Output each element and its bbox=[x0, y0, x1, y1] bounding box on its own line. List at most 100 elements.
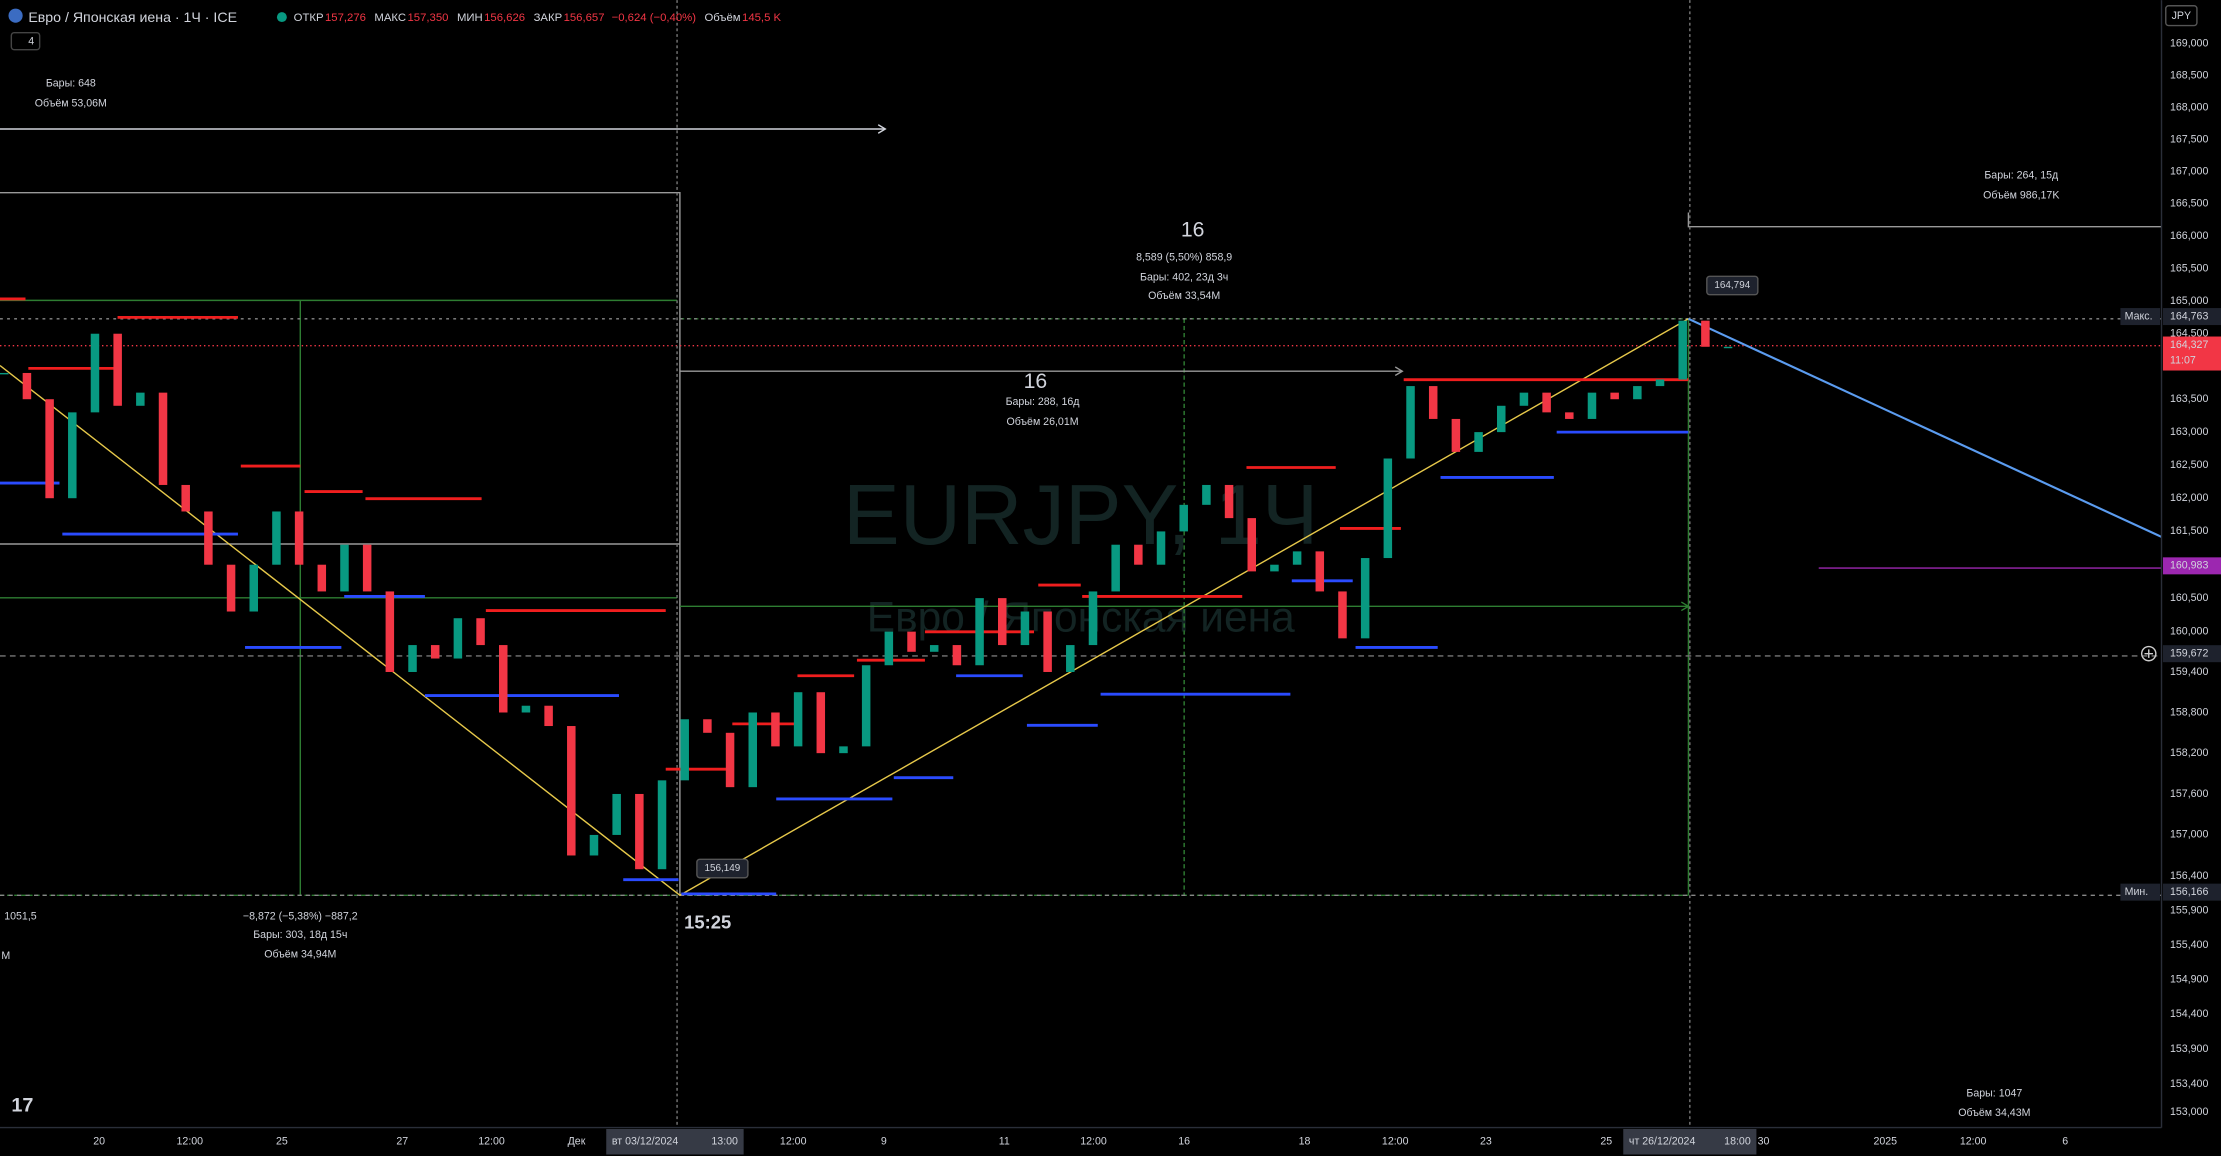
x-tick-label: 18 bbox=[1299, 1136, 1311, 1148]
candle bbox=[0, 372, 9, 375]
candle bbox=[1088, 591, 1098, 646]
legend-value: 157,276 bbox=[325, 12, 366, 24]
price-tag-label: 156,166 bbox=[2170, 886, 2208, 898]
annotation: Бары: 264, 15д bbox=[1984, 170, 2059, 182]
price-tag-label: 164,763 bbox=[2170, 310, 2208, 322]
candle bbox=[1587, 392, 1597, 419]
y-tick-label: 155,900 bbox=[2170, 904, 2208, 916]
candle bbox=[1497, 405, 1506, 433]
candle bbox=[1383, 458, 1393, 559]
y-tick-label: 165,000 bbox=[2170, 295, 2208, 307]
price-axis bbox=[2161, 0, 2221, 1156]
y-tick-label: 162,500 bbox=[2170, 459, 2208, 471]
candle bbox=[430, 645, 440, 659]
candle bbox=[1542, 392, 1551, 413]
annotation: Бары: 648 bbox=[46, 77, 96, 89]
legend-label: ОТКР bbox=[294, 12, 324, 24]
indicator-toggle[interactable] bbox=[10, 31, 41, 51]
legend-value: 157,350 bbox=[408, 12, 449, 24]
candle bbox=[204, 511, 213, 565]
x-tick-label: 12:00 bbox=[780, 1136, 807, 1148]
candle bbox=[136, 392, 145, 406]
x-tick-label: 11 bbox=[999, 1136, 1010, 1148]
tag-caption: Мин. bbox=[2125, 886, 2149, 898]
y-tick-label: 163,000 bbox=[2170, 426, 2208, 438]
candle bbox=[952, 645, 962, 666]
time-axis bbox=[0, 1127, 2221, 1156]
candle bbox=[589, 834, 599, 856]
candle bbox=[1406, 386, 1415, 459]
candle bbox=[1451, 418, 1461, 452]
candle bbox=[884, 631, 894, 666]
legend-label: МИН bbox=[457, 12, 483, 24]
candle bbox=[1655, 379, 1665, 387]
annotation: 1051,5 bbox=[4, 910, 37, 922]
y-tick-label: 165,500 bbox=[2170, 262, 2208, 274]
candle bbox=[45, 399, 54, 499]
legend-label: ЗАКР bbox=[534, 12, 563, 24]
x-tick-label: 27 bbox=[396, 1136, 408, 1148]
annotation: Объём 26,01M bbox=[1006, 416, 1078, 428]
annotation: Объём 34,94M bbox=[264, 949, 336, 961]
candle bbox=[1224, 484, 1234, 519]
annotation: Объём 33,54M bbox=[1148, 290, 1220, 302]
crosshair-time: 13:00 bbox=[711, 1136, 738, 1148]
measure-line bbox=[0, 192, 681, 896]
y-tick-label: 155,400 bbox=[2170, 939, 2208, 951]
candle bbox=[635, 793, 644, 870]
y-tick-label: 158,800 bbox=[2170, 706, 2208, 718]
candle bbox=[1247, 518, 1257, 572]
y-tick-label: 159,400 bbox=[2170, 666, 2208, 678]
annotation: Объём 53,06M bbox=[35, 97, 107, 109]
point-label: 164,794 bbox=[1714, 280, 1750, 291]
annotation: Бары: 303, 18д 15ч bbox=[253, 929, 347, 941]
x-tick-label: 12:00 bbox=[1960, 1136, 1987, 1148]
candle bbox=[1519, 392, 1529, 406]
candle bbox=[1134, 544, 1143, 565]
candle bbox=[521, 705, 531, 713]
y-tick-label: 156,400 bbox=[2170, 870, 2208, 882]
candle bbox=[90, 333, 100, 413]
candle bbox=[816, 692, 826, 754]
candle bbox=[1270, 564, 1279, 572]
candle bbox=[567, 726, 576, 856]
candle bbox=[680, 719, 689, 781]
y-tick-label: 166,500 bbox=[2170, 198, 2208, 210]
candle bbox=[317, 564, 327, 592]
currency-button[interactable] bbox=[2165, 5, 2198, 27]
y-tick-label: 153,900 bbox=[2170, 1043, 2208, 1055]
x-tick-label: 12:00 bbox=[478, 1136, 505, 1148]
price-tag bbox=[2162, 336, 2221, 371]
x-tick-label: 20 bbox=[93, 1136, 105, 1148]
arrow bbox=[877, 124, 887, 134]
candle bbox=[68, 412, 77, 499]
candle bbox=[385, 591, 395, 672]
currency[interactable]: JPY bbox=[2172, 10, 2191, 22]
price-tag-label: 164,327 bbox=[2170, 339, 2208, 351]
status-dot bbox=[276, 12, 287, 23]
candle bbox=[453, 618, 463, 659]
y-tick-label: 168,000 bbox=[2170, 101, 2208, 113]
candle bbox=[1565, 412, 1574, 419]
y-tick-label: 160,000 bbox=[2170, 625, 2208, 637]
annotation: 16 bbox=[1181, 218, 1205, 242]
annotation: −8,872 (−5,38%) −887,2 bbox=[243, 910, 358, 922]
candle bbox=[1066, 645, 1075, 672]
candle bbox=[1043, 611, 1052, 672]
point-label: 156,149 bbox=[704, 863, 740, 874]
add-alert bbox=[2140, 645, 2157, 662]
candle bbox=[1360, 558, 1370, 639]
plus bbox=[2144, 649, 2154, 658]
drawings bbox=[0, 0, 2162, 1128]
price-tag bbox=[2162, 645, 2221, 663]
y-tick-label: 167,000 bbox=[2170, 166, 2208, 178]
indicator-count[interactable]: 4 bbox=[28, 36, 34, 48]
candle bbox=[1315, 551, 1325, 592]
candle bbox=[1701, 320, 1710, 347]
x-tick-label: Дек bbox=[568, 1136, 586, 1148]
candle bbox=[1633, 386, 1642, 400]
annotation: Бары: 402, 23д 3ч bbox=[1140, 272, 1228, 284]
x-tick-label: 2025 bbox=[1873, 1136, 1897, 1148]
